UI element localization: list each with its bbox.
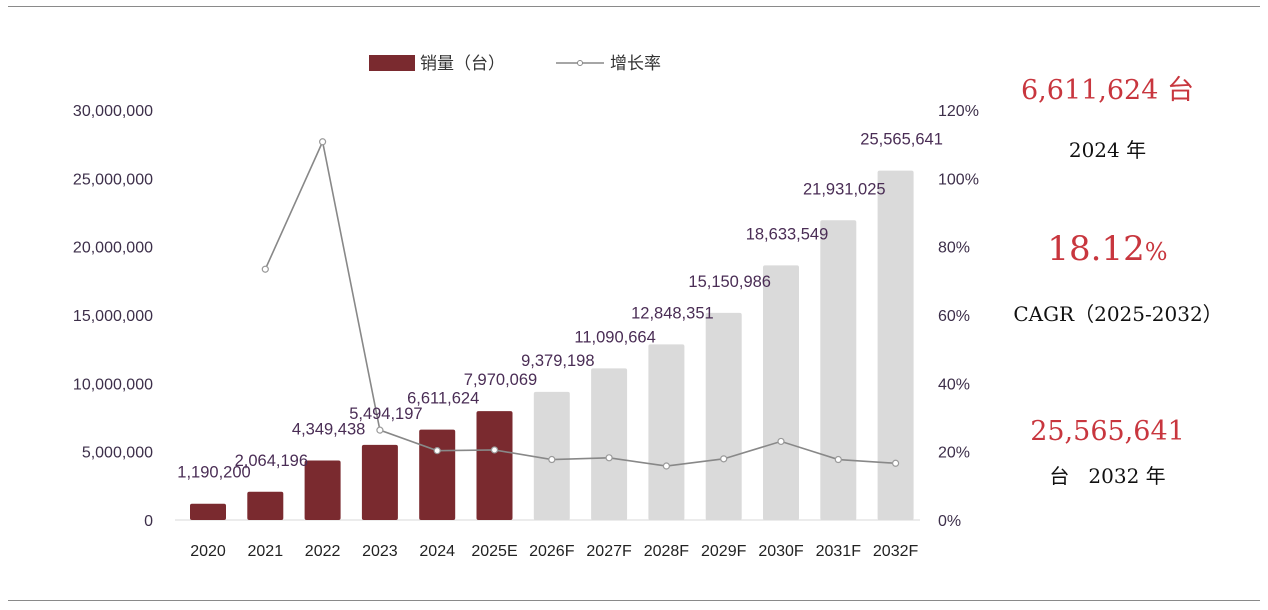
x-tick-label: 2032F — [873, 543, 919, 560]
right-axis-tick-label: 40% — [938, 376, 970, 393]
cagr-percent-sign: % — [1144, 238, 1168, 266]
bar-2027F — [591, 368, 628, 520]
right-axis-tick-label: 120% — [938, 103, 979, 120]
growth-rate-point — [777, 437, 785, 446]
bar-data-label: 2,064,196 — [235, 452, 308, 470]
x-tick-label: 2029F — [701, 543, 747, 560]
growth-rate-point — [261, 265, 269, 273]
bar-data-label: 5,494,197 — [349, 405, 422, 423]
legend: 销量（台） 增长率 — [369, 54, 661, 74]
left-axis-tick-label: 10,000,000 — [73, 376, 153, 393]
x-tick-label: 2021 — [248, 543, 284, 560]
right-axis-tick-label: 60% — [938, 308, 970, 325]
legend-bar-swatch — [369, 55, 415, 71]
bar-2026F — [533, 391, 570, 520]
bar-data-label: 7,970,069 — [464, 371, 537, 389]
cagr-number: 18.12 — [1047, 229, 1145, 269]
bar-series — [190, 170, 914, 520]
left-axis-tick-label: 0 — [144, 513, 153, 530]
growth-rate-point — [319, 138, 327, 146]
bar-2024 — [419, 429, 456, 520]
cagr-label: CAGR（2025-2032） — [1013, 302, 1223, 326]
x-tick-label: 2030F — [758, 543, 804, 560]
bar-2023 — [361, 444, 398, 520]
x-tick-label: 2025E — [471, 543, 517, 560]
x-tick-label: 2026F — [529, 543, 575, 560]
bar-2020 — [190, 503, 226, 520]
x-tick-label: 2020 — [190, 543, 226, 560]
right-axis-tick-label: 20% — [938, 445, 970, 462]
year-2032-label: 台 2032 年 — [1049, 464, 1166, 488]
growth-rate-point — [548, 455, 556, 464]
top-rule — [8, 6, 1260, 7]
x-tick-label: 2022 — [305, 543, 341, 560]
bar-data-label: 1,190,200 — [177, 464, 250, 482]
growth-rate-line — [264, 139, 896, 467]
bar-data-label: 4,349,438 — [292, 421, 365, 439]
x-tick-label: 2023 — [362, 543, 398, 560]
x-tick-label: 2028F — [644, 543, 690, 560]
cagr-value: 18.12% — [1010, 229, 1205, 269]
right-axis: 0% 20% 40% 60% 80% 100% 120% — [938, 103, 979, 530]
bar-data-label: 25,565,641 — [860, 131, 943, 149]
growth-rate-point — [720, 455, 728, 463]
bottom-rule — [8, 600, 1260, 601]
left-axis: 0 5,000,000 10,000,000 15,000,000 20,000,000… — [73, 103, 153, 530]
left-axis-tick-label: 30,000,000 — [73, 103, 153, 120]
x-tick-label: 2031F — [816, 543, 862, 560]
value-2032: 25,565,641 — [1030, 416, 1185, 447]
right-axis-tick-label: 80% — [938, 240, 970, 257]
growth-line-series — [261, 138, 900, 470]
bar-2022 — [304, 460, 341, 520]
bar-2025E — [476, 411, 513, 520]
year-2024-label: 2024 年 — [1068, 138, 1147, 162]
bar-data-label: 9,379,198 — [521, 352, 594, 370]
growth-rate-point — [490, 446, 499, 454]
bar-data-label: 15,150,986 — [688, 273, 771, 291]
right-axis-tick-label: 100% — [938, 171, 979, 188]
left-axis-tick-label: 15,000,000 — [73, 308, 153, 325]
legend-bar-label: 销量（台） — [420, 54, 505, 74]
left-axis-tick-label: 25,000,000 — [73, 171, 153, 188]
legend-line-label: 增长率 — [610, 54, 661, 74]
growth-rate-point — [891, 459, 900, 467]
bar-data-label: 11,090,664 — [574, 328, 655, 346]
growth-rate-point — [662, 462, 671, 470]
bar-2030F — [763, 265, 799, 520]
bar-2032F — [877, 170, 914, 520]
growth-rate-point — [433, 447, 441, 455]
bar-data-label: 21,931,025 — [803, 180, 886, 198]
bar-data-label: 18,633,549 — [746, 225, 829, 243]
bar-data-label: 12,848,351 — [631, 304, 714, 322]
legend-line-marker — [577, 60, 583, 66]
x-tick-label: 2024 — [419, 543, 455, 560]
bar-2029F — [705, 312, 742, 520]
bar-2031F — [820, 220, 857, 520]
growth-rate-point — [376, 426, 384, 434]
bar-2028F — [648, 344, 685, 520]
left-axis-tick-label: 5,000,000 — [82, 445, 153, 462]
bar-2021 — [247, 491, 284, 520]
right-axis-tick-label: 0% — [938, 513, 961, 530]
x-axis: 2020 2021 2022 2023 2024 2025E 2026F 2027F 2028F… — [190, 543, 918, 560]
bar-data-label: 6,611,624 — [407, 390, 479, 408]
left-axis-tick-label: 20,000,000 — [73, 240, 153, 257]
growth-rate-point — [605, 454, 613, 462]
value-2024: 6,611,624 台 — [1021, 75, 1194, 106]
x-tick-label: 2027F — [586, 543, 632, 560]
growth-rate-point — [834, 455, 842, 464]
